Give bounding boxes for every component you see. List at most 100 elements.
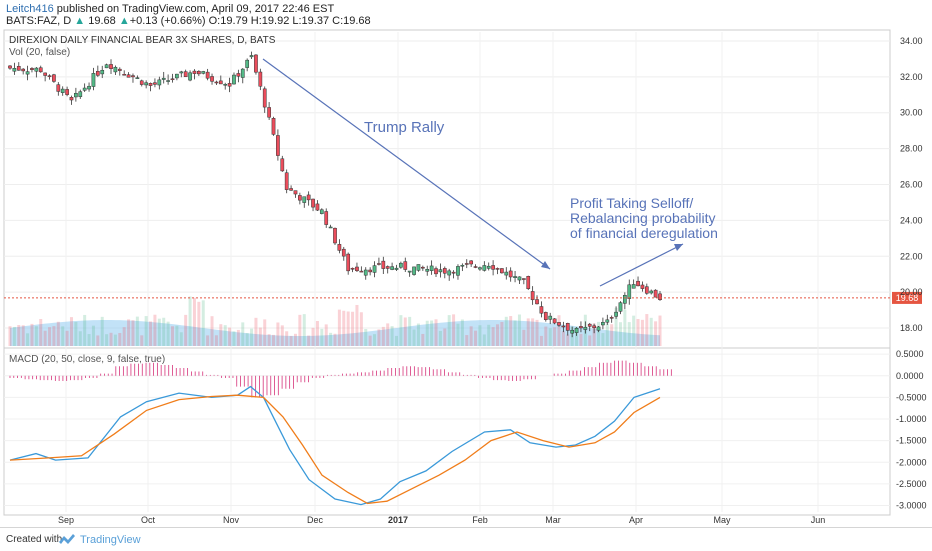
candle — [74, 93, 78, 98]
macd-tick-label: -2.5000 — [896, 479, 927, 489]
candle — [43, 72, 47, 76]
volume-bar — [302, 314, 306, 346]
candle — [153, 82, 157, 85]
candle — [658, 293, 662, 301]
annotation-selloff-2: Rebalancing probability — [570, 210, 716, 226]
volume-bar — [157, 318, 161, 346]
candle — [429, 265, 434, 271]
candle — [131, 75, 135, 78]
volume-bar — [557, 315, 561, 346]
volume-bar — [263, 319, 267, 346]
volume-bar — [416, 323, 420, 346]
candle — [69, 97, 74, 101]
volume-bar — [43, 330, 47, 346]
price-tick-label: 24.00 — [900, 215, 923, 225]
candle — [34, 67, 39, 72]
volume-bar — [276, 322, 280, 346]
price-tick-label: 34.00 — [900, 36, 923, 46]
candle — [289, 188, 293, 191]
volume-bar — [645, 314, 649, 346]
candle — [298, 195, 302, 201]
volume-bar — [658, 315, 662, 346]
volume-bar — [285, 331, 289, 346]
publish-line: Leitch416 published on TradingView.com, … — [6, 3, 334, 15]
candle — [223, 83, 228, 86]
symbol-line: BATS:FAZ, D ▲ 19.68 ▲+0.13 (+0.66%) O:19… — [6, 15, 371, 27]
trump-rally-arrow — [262, 58, 551, 270]
volume-title: Vol (20, false) — [9, 47, 70, 58]
candle — [355, 266, 359, 272]
volume-bar — [640, 319, 644, 346]
volume-bar — [460, 319, 464, 346]
volume-bar — [34, 326, 38, 346]
volume-bar — [654, 321, 658, 346]
candle — [236, 73, 241, 77]
volume-bar — [272, 334, 276, 346]
author-link[interactable]: Leitch416 — [6, 3, 54, 15]
candle — [385, 266, 390, 269]
candle — [583, 326, 588, 330]
volume-bar — [535, 319, 539, 346]
price-panel-title: DIREXION DAILY FINANCIAL BEAR 3X SHARES,… — [9, 35, 276, 46]
volume-bar — [153, 314, 157, 346]
volume-bar — [337, 309, 341, 346]
volume-bar — [601, 333, 605, 346]
published-text: published on TradingView.com, April 09, … — [53, 3, 335, 15]
volume-bar — [614, 307, 618, 346]
candle — [306, 194, 311, 201]
volume-bar — [381, 326, 385, 346]
candle — [530, 291, 535, 301]
volume-bar — [162, 317, 166, 346]
candle — [368, 269, 372, 273]
volume-bar — [408, 316, 412, 346]
last-price-tag-label: 19.68 — [896, 293, 919, 303]
candle — [183, 71, 188, 78]
candle — [513, 276, 517, 278]
candle — [539, 306, 544, 314]
candle — [649, 290, 654, 294]
candle — [508, 270, 513, 278]
volume-bar — [368, 335, 372, 346]
time-tick-label: 2017 — [388, 515, 408, 525]
candle — [175, 73, 179, 79]
candle — [552, 318, 557, 324]
volume-bar — [474, 330, 478, 346]
candle — [486, 265, 491, 269]
volume-bar — [210, 316, 214, 346]
time-tick-label: Feb — [472, 515, 488, 525]
volume-bar — [52, 326, 56, 346]
volume-bar — [544, 326, 548, 346]
tradingview-brand[interactable]: TradingView — [80, 534, 141, 546]
candle — [535, 299, 539, 305]
candle — [403, 261, 408, 270]
macd-axis: 0.5000 0.0000 -0.5000 -1.0000 -1.5000 -2.0000… — [896, 349, 927, 510]
volume-bar — [188, 296, 192, 346]
chart-area[interactable]: 19.68 34.00 32.00 30.00 28.00 26.00 24.00 22.0… — [0, 28, 932, 527]
candle — [644, 286, 649, 294]
volume-bar — [12, 326, 16, 346]
volume-bar — [307, 335, 311, 346]
volume-bar — [373, 334, 377, 346]
volume-bar — [539, 335, 543, 346]
up-icon: ▲ — [118, 15, 130, 27]
macd-title: MACD (20, 50, close, 9, false, true) — [9, 354, 165, 365]
created-with-text: Created with — [6, 534, 63, 545]
candle — [109, 64, 113, 69]
candle — [280, 158, 285, 172]
volume-bar — [526, 318, 530, 346]
volume-bar — [627, 322, 631, 346]
price-change: +0.13 (+0.66%) — [129, 15, 206, 27]
volume-bar — [48, 327, 52, 346]
time-tick-label: Nov — [223, 515, 240, 525]
volume-bar — [469, 326, 473, 346]
candle — [579, 326, 583, 329]
volume-bars — [8, 296, 662, 346]
candle — [284, 172, 289, 190]
volume-bar — [69, 317, 73, 346]
volume-bar — [403, 317, 407, 346]
volume-bar — [610, 324, 614, 346]
candle — [587, 323, 592, 327]
candle — [333, 227, 337, 244]
volume-bar — [232, 331, 236, 346]
volume-bar — [390, 326, 394, 346]
